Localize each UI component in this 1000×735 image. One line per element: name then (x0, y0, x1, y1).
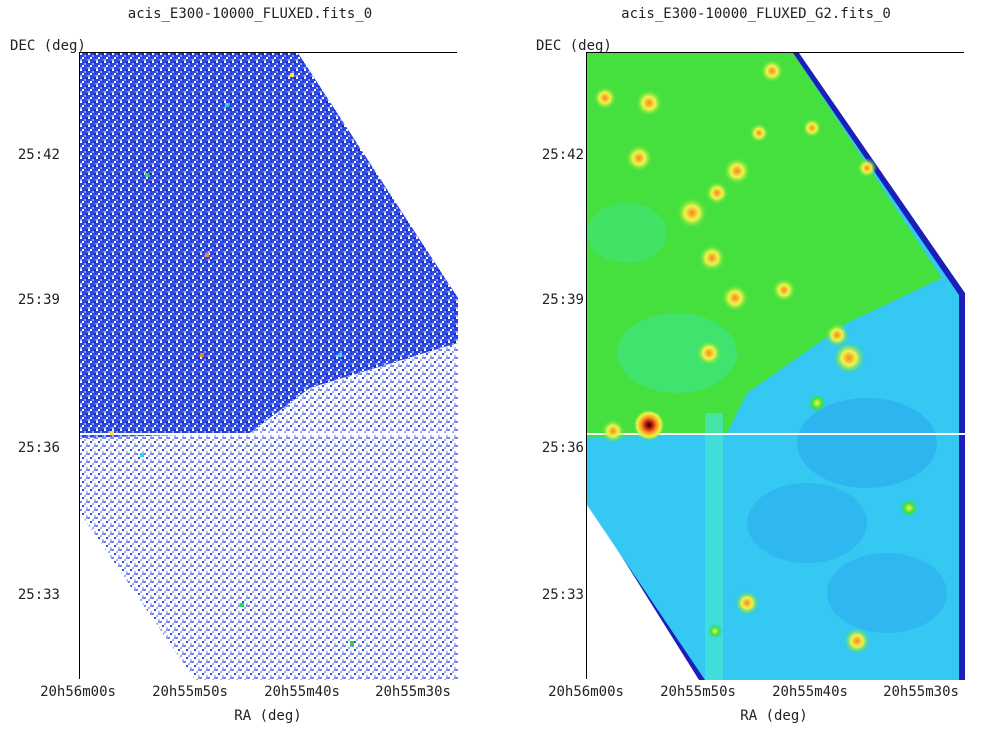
y-tick-label: 25:36 (541, 440, 584, 456)
y-axis-label: DEC (deg) (536, 38, 612, 54)
x-axis-label: RA (deg) (234, 708, 302, 724)
x-tick-label: 20h55m30s (375, 684, 451, 700)
y-tick-label: 25:33 (541, 587, 584, 603)
right-panel: acis_E300-10000_FLUXED_G2.fits_0 DEC (de… (500, 0, 1000, 735)
image-frame-raw[interactable] (79, 52, 458, 680)
y-tick-label: 25:39 (541, 292, 584, 308)
x-tick-label: 20h55m40s (264, 684, 340, 700)
y-tick-label: 25:42 (17, 147, 60, 163)
x-tick-label: 20h55m30s (883, 684, 959, 700)
y-axis-label: DEC (deg) (10, 38, 86, 54)
x-tick-label: 20h55m50s (152, 684, 228, 700)
raw-image-svg (80, 53, 458, 680)
x-tick-label: 20h55m40s (772, 684, 848, 700)
x-axis-label: RA (deg) (740, 708, 808, 724)
panel-title: acis_E300-10000_FLUXED_G2.fits_0 (621, 6, 891, 22)
x-tick-label: 20h55m50s (660, 684, 736, 700)
panel-title: acis_E300-10000_FLUXED.fits_0 (127, 6, 373, 22)
smoothed-image-svg (587, 53, 965, 680)
y-tick-label: 25:39 (17, 292, 60, 308)
left-panel: acis_E300-10000_FLUXED.fits_0 DEC (deg) … (10, 6, 458, 724)
y-tick-label: 25:42 (541, 147, 584, 163)
x-tick-label: 20h56m00s (548, 684, 624, 700)
y-tick-label: 25:33 (17, 587, 60, 603)
y-tick-label: 25:36 (17, 440, 60, 456)
image-frame-smoothed[interactable] (586, 52, 965, 680)
x-tick-label: 20h56m00s (40, 684, 116, 700)
